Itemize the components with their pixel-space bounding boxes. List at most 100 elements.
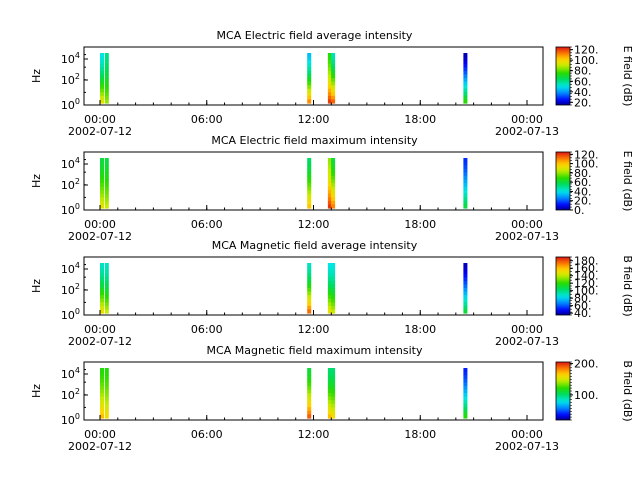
stripe-segment (100, 168, 104, 173)
stripe-segment (104, 414, 109, 419)
y-tick-label: 100 (61, 97, 80, 112)
colorbar-tick-label: 80. (574, 292, 592, 305)
data-stripe (331, 158, 336, 209)
stripe-segment (100, 56, 104, 61)
stripe-segment (327, 99, 332, 104)
stripe-segment (104, 291, 109, 296)
stripe-segment (331, 74, 336, 79)
stripe-segment (104, 183, 109, 188)
x-tick-label: 00:00 (84, 428, 116, 441)
stripe-segment (463, 277, 468, 282)
data-stripe (100, 263, 104, 314)
stripe-segment (331, 60, 336, 65)
colorbar-tick-label: 160. (574, 262, 599, 275)
stripe-segment (331, 179, 336, 184)
stripe-segment (307, 302, 312, 307)
stripe-segment (331, 305, 336, 311)
stripe-segment (331, 95, 336, 101)
x-date-label: 2002-07-12 (68, 125, 132, 138)
stripe-segment (327, 309, 332, 314)
colorbar-tick-label: 100. (574, 54, 599, 67)
stripe-segment (327, 291, 332, 296)
stripe-segment (307, 410, 312, 416)
stripe-segment (307, 56, 312, 61)
stripe-segment (331, 190, 336, 195)
x-tick-label: 12:00 (298, 323, 330, 336)
stripe-segment (327, 263, 332, 268)
stripe-segment (104, 396, 109, 401)
stripe-segment (463, 407, 468, 412)
stripe-segment (104, 95, 109, 101)
stripe-segment (100, 414, 104, 419)
stripe-segment (100, 284, 104, 289)
stripe-segment (100, 53, 104, 58)
stripe-segment (463, 295, 468, 300)
y-tick-label: 100 (61, 202, 80, 217)
stripe-segment (327, 158, 332, 163)
y-tick-base: 10 (61, 179, 75, 192)
stripe-segment (327, 183, 332, 188)
colorbar (555, 361, 571, 421)
stripe-segment (104, 393, 109, 398)
stripe-segment (104, 385, 109, 391)
x-tick-label: 12:00 (298, 113, 330, 126)
stripe-segment (327, 288, 332, 293)
stripe-segment (104, 309, 109, 314)
stripe-segment (463, 288, 468, 293)
stripe-segment (104, 53, 109, 58)
stripe-segment (463, 302, 468, 307)
stripe-segment (100, 396, 104, 401)
panel-1: MCA Electric field average intensity 100 1… (30, 29, 634, 138)
y-tick-label: 102 (61, 177, 80, 192)
y-tick-label: 104 (61, 51, 80, 66)
stripe-segment (307, 197, 312, 202)
stripe-segment (327, 266, 332, 271)
stripe-segment (100, 179, 104, 184)
stripe-segment (100, 305, 104, 311)
data-stripe (327, 158, 332, 209)
stripe-segment (104, 88, 109, 93)
stripe-segment (327, 295, 332, 300)
colorbar-tick-label: 100. (574, 389, 599, 402)
plot-frame (83, 256, 544, 316)
stripe-segment (327, 389, 332, 394)
stripe-segment (307, 263, 312, 268)
stripe-segment (100, 288, 104, 293)
stripe-segment (104, 158, 109, 163)
stripe-segment (463, 56, 468, 61)
stripe-segment (327, 179, 332, 184)
y-axis-label: Hz (30, 69, 43, 83)
stripe-segment (331, 88, 336, 93)
x-date-label: 2002-07-13 (495, 125, 559, 138)
stripe-segment (104, 378, 109, 383)
y-tick-exponent: 2 (75, 72, 80, 81)
x-tick-label: 00:00 (511, 218, 543, 231)
x-tick-label: 00:00 (511, 428, 543, 441)
stripe-segment (327, 85, 332, 90)
x-tick-label: 06:00 (191, 428, 223, 441)
panel-title: MCA Electric field average intensity (217, 29, 413, 42)
data-stripe (100, 158, 104, 209)
stripe-segment (307, 175, 312, 181)
y-tick-base: 10 (61, 204, 75, 217)
stripe-segment (100, 295, 104, 300)
stripe-segment (463, 85, 468, 90)
stripe-segment (463, 378, 468, 383)
y-tick-exponent: 2 (75, 282, 80, 291)
stripe-segment (463, 186, 468, 191)
stripe-segment (463, 382, 468, 387)
stripe-segment (463, 298, 468, 303)
stripe-segment (463, 60, 468, 65)
stripe-segment (463, 99, 468, 104)
stripe-segment (307, 63, 312, 68)
x-tick-label: 06:00 (191, 113, 223, 126)
stripe-segment (104, 81, 109, 86)
stripe-segment (327, 368, 332, 373)
stripe-segment (463, 193, 468, 198)
stripe-segment (331, 193, 336, 198)
stripe-segment (307, 393, 312, 398)
stripe-segment (331, 56, 336, 61)
colorbar-tick-label: 60. (574, 176, 592, 189)
stripe-segment (100, 375, 104, 380)
